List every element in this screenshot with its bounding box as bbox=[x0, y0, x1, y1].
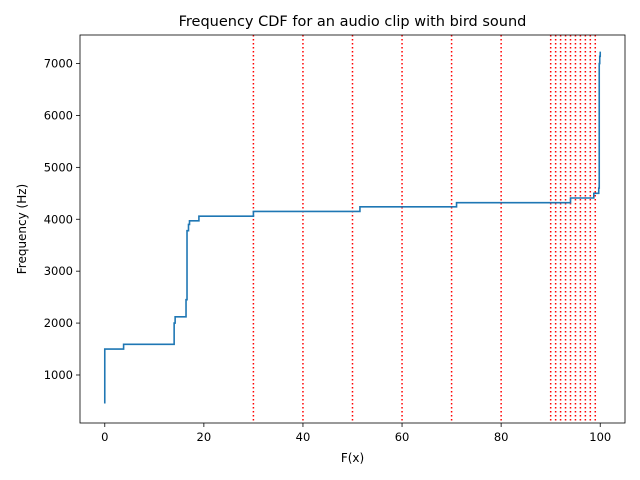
cdf-series-line bbox=[103, 51, 602, 404]
chart-title: Frequency CDF for an audio clip with bir… bbox=[179, 14, 527, 30]
x-tick-label: 80 bbox=[494, 430, 509, 444]
axes-frame bbox=[79, 34, 626, 424]
y-tick-label: 5000 bbox=[44, 160, 73, 174]
y-tick-label: 1000 bbox=[44, 368, 73, 382]
plot-area bbox=[80, 35, 625, 423]
series-layer bbox=[103, 51, 602, 404]
vertical-reference-lines bbox=[252, 35, 597, 423]
y-tick-label: 4000 bbox=[44, 212, 73, 226]
x-tick-label: 40 bbox=[296, 430, 311, 444]
y-tick-label: 2000 bbox=[44, 316, 73, 330]
y-tick-label: 3000 bbox=[44, 264, 73, 278]
axes: 0 20 40 60 80 100 1000 2000 3000 4000 5000 6000 7000 bbox=[44, 34, 626, 444]
plot-background bbox=[80, 35, 625, 423]
y-tick-label: 7000 bbox=[44, 57, 73, 71]
x-tick-label: 60 bbox=[395, 430, 410, 444]
x-axis-label: F(x) bbox=[341, 451, 364, 465]
y-tick-label: 6000 bbox=[44, 108, 73, 122]
x-tick-label: 20 bbox=[197, 430, 212, 444]
x-tick-label: 0 bbox=[101, 430, 108, 444]
y-axis-label: Frequency (Hz) bbox=[15, 184, 29, 275]
x-tick-label: 100 bbox=[589, 430, 611, 444]
